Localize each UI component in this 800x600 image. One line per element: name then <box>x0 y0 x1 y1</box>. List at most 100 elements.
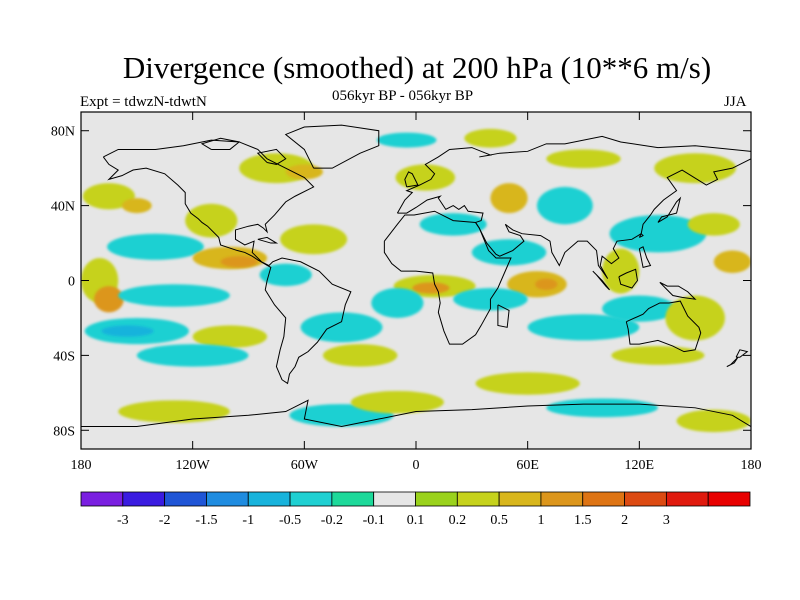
colorbar-swatch <box>373 491 416 507</box>
anomaly-region-30 <box>602 248 640 294</box>
lon-tick-label: 60E <box>516 458 539 473</box>
colorbar-label: -0.1 <box>363 513 385 528</box>
colorbar-label: 1.5 <box>574 513 592 528</box>
anomaly-region-22 <box>464 128 517 148</box>
coastline-15 <box>735 349 749 358</box>
anomaly-region-19 <box>118 400 230 423</box>
coastline-4 <box>625 300 702 353</box>
anomaly-region-9 <box>259 263 312 287</box>
colorbar-swatch <box>289 491 333 507</box>
anomaly-region-43 <box>546 398 658 418</box>
colorbar-label: 1 <box>537 513 544 528</box>
lon-tick-label: 0 <box>413 458 420 473</box>
anomaly-region-16 <box>136 344 249 367</box>
colorbar-swatch <box>331 491 375 507</box>
coastline-11 <box>497 304 510 328</box>
anomaly-region-41 <box>611 346 705 365</box>
anomaly-region-36 <box>371 287 424 318</box>
anomaly-region-38 <box>527 314 640 341</box>
anomaly-region-45 <box>350 390 444 414</box>
anomaly-region-29 <box>609 214 707 253</box>
anomaly-region-40 <box>665 295 725 341</box>
colorbar-label: -0.5 <box>279 513 301 528</box>
anomaly-region-0 <box>82 183 135 210</box>
lon-tick-label: 120W <box>176 458 211 473</box>
coastline-0 <box>102 139 352 385</box>
coastline-7 <box>657 196 682 223</box>
colorbar-label: 0.5 <box>490 513 508 528</box>
anomaly-region-15 <box>192 325 268 348</box>
anomaly-region-14 <box>101 325 154 337</box>
anomaly-region-26 <box>419 213 487 236</box>
coastline-17 <box>638 232 644 238</box>
colorbar-swatch <box>247 491 291 507</box>
anomaly-region-23 <box>395 164 456 191</box>
chart-subtitle: 056kyr BP - 056kyr BP <box>332 88 474 104</box>
anomaly-region-8 <box>280 224 348 255</box>
anomaly-region-42 <box>475 372 580 395</box>
coastline-3 <box>383 210 512 345</box>
colorbar-swatch <box>624 491 667 507</box>
colorbar-swatch <box>164 491 207 507</box>
colorbar: -3 -2 -1.5 -1 -0.5 -0.2 -0.1 0.1 0.2 0.5 1 1.5 2 3 <box>80 491 751 528</box>
coastline-10 <box>659 281 697 300</box>
lon-tick-label: 60W <box>291 458 319 473</box>
colorbar-label: 2 <box>621 513 628 528</box>
coastline-layer <box>81 124 751 428</box>
colorbar-swatch <box>665 491 709 507</box>
colorbar-swatch <box>80 491 124 507</box>
anomaly-region-11 <box>94 286 124 313</box>
coastline-18 <box>638 246 652 269</box>
coastline-16 <box>726 356 739 368</box>
colorbar-label: 0.1 <box>407 513 425 528</box>
anomaly-region-33 <box>412 282 450 294</box>
season-label: JJA <box>724 94 747 110</box>
lat-tick-label: 0 <box>68 275 75 290</box>
colorbar-label: 0.2 <box>449 513 467 528</box>
anomaly-region-21 <box>376 132 437 148</box>
colorbar-swatch <box>582 491 625 507</box>
colorbar-swatch <box>456 491 500 507</box>
lon-tick-label: 180 <box>71 458 92 473</box>
colorbar-swatch <box>415 491 458 507</box>
anomaly-region-17 <box>300 312 383 343</box>
anomaly-region-2 <box>185 203 238 238</box>
coastline-1 <box>284 124 380 169</box>
anomaly-region-47 <box>687 213 740 236</box>
chart-title: Divergence (smoothed) at 200 hPa (10**6 … <box>122 50 712 85</box>
coastline-9 <box>618 268 639 289</box>
colorbar-label: -3 <box>117 513 129 528</box>
experiment-label: Expt = tdwzN-tdwtN <box>80 94 207 110</box>
coastline-6 <box>404 171 419 188</box>
anomaly-region-35 <box>535 278 558 290</box>
lon-tick-label: 120E <box>625 458 655 473</box>
anomaly-region-46 <box>713 250 751 274</box>
colorbar-label: 3 <box>663 513 670 528</box>
axis-ticks: 80N 40N 0 40S 80S 180 120W 60W 0 60E 120E 180 <box>51 112 762 473</box>
colorbar-label: -1 <box>242 513 254 528</box>
anomaly-field-layer <box>81 128 751 433</box>
colorbar-label: -2 <box>159 513 171 528</box>
lat-tick-label: 40N <box>51 200 75 215</box>
colorbar-swatch <box>540 491 584 507</box>
lat-tick-label: 40S <box>53 349 75 364</box>
anomaly-region-27 <box>546 149 621 169</box>
anomaly-region-7 <box>220 256 258 268</box>
anomaly-region-25 <box>536 186 593 225</box>
coastline-13 <box>256 148 287 165</box>
colorbar-label: -1.5 <box>195 513 217 528</box>
colorbar-swatch <box>206 491 249 507</box>
anomaly-region-5 <box>107 233 204 260</box>
colorbar-swatch <box>498 491 542 507</box>
colorbar-swatch <box>122 491 166 507</box>
anomaly-region-1 <box>121 198 152 214</box>
coastline-14 <box>200 137 241 150</box>
colorbar-swatch <box>707 491 751 507</box>
coastline-12 <box>257 236 279 244</box>
anomaly-region-44 <box>676 409 751 433</box>
coastline-5 <box>81 399 751 428</box>
lat-tick-label: 80N <box>51 125 75 140</box>
anomaly-region-39 <box>602 295 677 322</box>
anomaly-region-12 <box>118 284 230 307</box>
